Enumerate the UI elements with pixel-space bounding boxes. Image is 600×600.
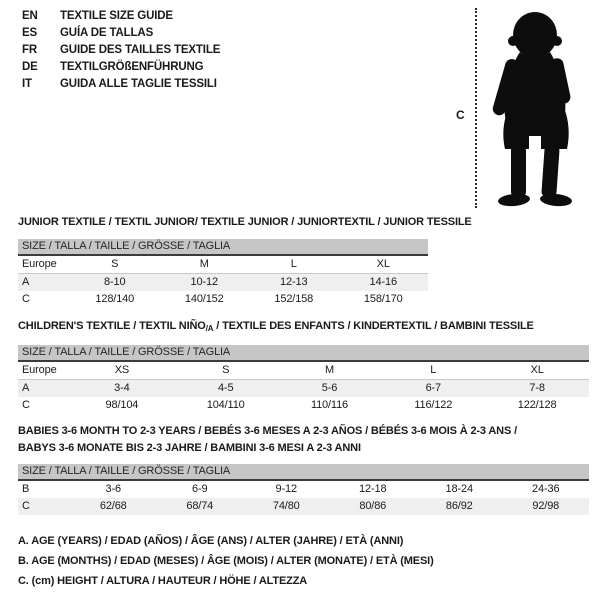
children-table: SIZE / TALLA / TAILLE / GRÖSSE / TAGLIA … <box>18 345 589 414</box>
lang-code: ES <box>22 27 38 39</box>
cell: Europe <box>22 258 57 270</box>
cell: 10-12 <box>190 276 219 288</box>
lang-row-de: DE TEXTILGRÖßENFÜHRUNG <box>22 59 220 76</box>
footnotes: A. AGE (YEARS) / EDAD (AÑOS) / ÂGE (ANS)… <box>18 531 434 591</box>
size-header-bar: SIZE / TALLA / TAILLE / GRÖSSE / TAGLIA <box>18 239 428 256</box>
cell: 92/98 <box>532 500 560 512</box>
cell: 116/122 <box>414 399 453 411</box>
lang-label: TEXTILGRÖßENFÜHRUNG <box>60 61 204 73</box>
junior-table: SIZE / TALLA / TAILLE / GRÖSSE / TAGLIA … <box>18 239 428 308</box>
cell: L <box>290 258 297 270</box>
cell: C <box>22 399 30 411</box>
cell: 18-24 <box>445 483 474 495</box>
height-measure-label: C <box>456 108 465 122</box>
title-part: / TEXTILE DES ENFANTS / KINDERTEXTIL / B… <box>213 320 534 332</box>
babies-table: SIZE / TALLA / TAILLE / GRÖSSE / TAGLIA … <box>18 464 589 515</box>
cell: 5-6 <box>321 382 338 394</box>
title-part: CHILDREN'S TEXTILE / TEXTIL NIÑO <box>18 320 206 332</box>
cell: C <box>22 500 30 512</box>
table-row-height: C 128/140 140/152 152/158 158/170 <box>18 291 428 308</box>
cell: 3-4 <box>114 382 130 394</box>
cell: 74/80 <box>272 500 300 512</box>
title-subscript: /A <box>205 324 214 333</box>
cell: 12-18 <box>359 483 387 495</box>
lang-row-it: IT GUIDA ALLE TAGLIE TESSILI <box>22 76 220 93</box>
baby-silhouette <box>492 12 572 207</box>
table-row-height: C 98/104 104/110 110/116 116/122 122/128 <box>18 397 589 414</box>
babies-table-title: BABIES 3-6 MONTH TO 2-3 YEARS / BEBÉS 3-… <box>18 423 589 457</box>
cell: 152/158 <box>274 293 314 305</box>
cell: 122/128 <box>517 399 557 411</box>
lang-code: EN <box>22 10 38 22</box>
junior-table-title: JUNIOR TEXTILE / TEXTIL JUNIOR/ TEXTILE … <box>18 216 472 228</box>
children-table-title: CHILDREN'S TEXTILE / TEXTIL NIÑO/A / TEX… <box>18 320 589 335</box>
cell: 8-10 <box>104 276 126 288</box>
cell: 80/86 <box>359 500 387 512</box>
cell: S <box>222 364 230 376</box>
cell: L <box>430 364 437 376</box>
cell: A <box>22 276 30 288</box>
cell: 98/104 <box>105 399 139 411</box>
table-row-age: A 3-4 4-5 5-6 6-7 7-8 <box>18 380 589 397</box>
lang-code: FR <box>22 44 38 56</box>
cell: 6-7 <box>425 382 442 394</box>
cell: 62/68 <box>99 500 127 512</box>
title-line-2: BABYS 3-6 MONATE BIS 2-3 JAHRE / BAMBINI… <box>18 442 361 454</box>
lang-code: IT <box>22 78 32 90</box>
cell: 24-36 <box>532 483 560 495</box>
cell: 104/110 <box>206 399 245 411</box>
height-dotted-line <box>475 8 477 208</box>
lang-label: GUÍA DE TALLAS <box>60 27 154 39</box>
footnote-a: A. AGE (YEARS) / EDAD (AÑOS) / ÂGE (ANS)… <box>18 535 404 547</box>
cell: 4-5 <box>217 382 234 394</box>
cell: 158/170 <box>363 293 403 305</box>
lang-row-es: ES GUÍA DE TALLAS <box>22 25 220 42</box>
cell: 14-16 <box>369 276 398 288</box>
cell: A <box>22 382 30 394</box>
table-row-sizes: Europe XS S M L XL <box>18 362 589 380</box>
lang-code: DE <box>22 61 38 73</box>
size-header-bar: SIZE / TALLA / TAILLE / GRÖSSE / TAGLIA <box>18 345 589 362</box>
footnote-c: C. (cm) HEIGHT / ALTURA / HAUTEUR / HÖHE… <box>18 575 308 587</box>
cell: 68/74 <box>186 500 214 512</box>
cell: 140/152 <box>184 293 224 305</box>
cell: 3-6 <box>105 483 122 495</box>
cell: M <box>324 364 334 376</box>
cell: XS <box>114 364 130 376</box>
cell: 12-13 <box>280 276 308 288</box>
cell: 86/92 <box>445 500 473 512</box>
babies-table-section: BABIES 3-6 MONTH TO 2-3 YEARS / BEBÉS 3-… <box>18 423 589 515</box>
figure-area: C <box>452 6 598 211</box>
table-row-months: B 3-6 6-9 9-12 12-18 18-24 24-36 <box>18 481 589 498</box>
lang-label: GUIDA ALLE TAGLIE TESSILI <box>60 78 217 90</box>
cell: C <box>22 293 30 305</box>
cell: XL <box>530 364 544 376</box>
cell: M <box>199 258 209 270</box>
cell: Europe <box>22 364 57 376</box>
cell: 110/116 <box>310 399 349 411</box>
table-row-sizes: Europe S M L XL <box>18 256 428 274</box>
cell: 7-8 <box>529 382 545 394</box>
cell: 6-9 <box>192 483 208 495</box>
lang-label: TEXTILE SIZE GUIDE <box>60 10 173 22</box>
cell: B <box>22 483 30 495</box>
children-table-section: CHILDREN'S TEXTILE / TEXTIL NIÑO/A / TEX… <box>18 320 589 414</box>
language-list: EN TEXTILE SIZE GUIDE ES GUÍA DE TALLAS … <box>22 8 220 93</box>
lang-label: GUIDE DES TAILLES TEXTILE <box>60 44 221 56</box>
cell: 9-12 <box>275 483 298 495</box>
title-line-1: BABIES 3-6 MONTH TO 2-3 YEARS / BEBÉS 3-… <box>18 425 517 437</box>
cell: 128/140 <box>95 293 135 305</box>
lang-row-fr: FR GUIDE DES TAILLES TEXTILE <box>22 42 220 59</box>
lang-row-en: EN TEXTILE SIZE GUIDE <box>22 8 220 25</box>
cell: XL <box>376 258 390 270</box>
footnote-b: B. AGE (MONTHS) / EDAD (MESES) / ÂGE (MO… <box>18 555 434 567</box>
junior-table-section: JUNIOR TEXTILE / TEXTIL JUNIOR/ TEXTILE … <box>18 216 472 308</box>
table-row-age: A 8-10 10-12 12-13 14-16 <box>18 274 428 291</box>
size-header-bar: SIZE / TALLA / TAILLE / GRÖSSE / TAGLIA <box>18 464 589 481</box>
table-row-height: C 62/68 68/74 74/80 80/86 86/92 92/98 <box>18 498 589 515</box>
cell: S <box>111 258 119 270</box>
